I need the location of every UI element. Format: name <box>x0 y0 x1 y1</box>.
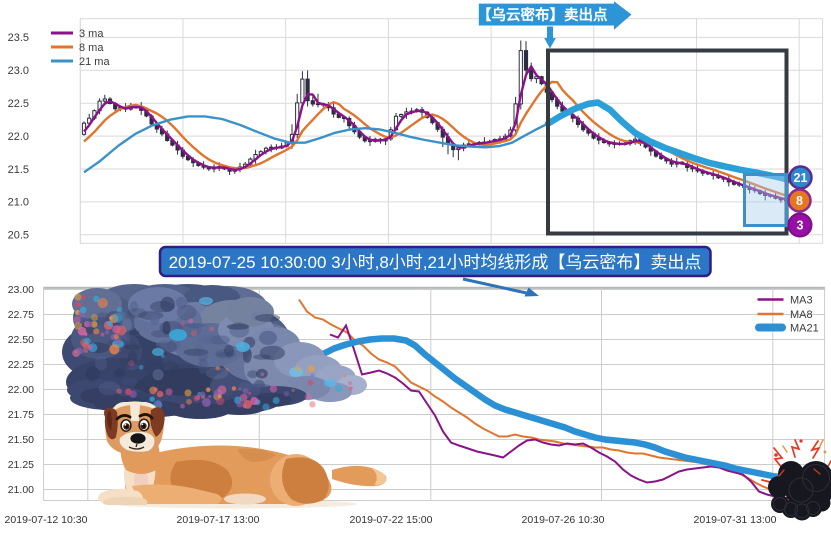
svg-text:2019-07-26 10:30: 2019-07-26 10:30 <box>522 514 605 526</box>
svg-text:2019-07-22 15:00: 2019-07-22 15:00 <box>350 514 433 526</box>
svg-text:21.0: 21.0 <box>8 197 29 209</box>
svg-text:2019-07-31 13:00: 2019-07-31 13:00 <box>694 514 777 526</box>
svg-text:21: 21 <box>794 171 808 185</box>
svg-text:21.00: 21.00 <box>8 484 34 496</box>
svg-text:3: 3 <box>797 219 804 233</box>
svg-text:MA21: MA21 <box>790 323 819 335</box>
svg-text:2019-07-17 13:00: 2019-07-17 13:00 <box>177 514 260 526</box>
svg-text:8: 8 <box>796 194 803 208</box>
svg-text:20.5: 20.5 <box>8 230 29 242</box>
svg-text:23.00: 23.00 <box>8 284 34 296</box>
svg-text:【乌云密布】卖出点: 【乌云密布】卖出点 <box>477 6 608 24</box>
svg-text:22.25: 22.25 <box>8 359 34 371</box>
svg-text:22.75: 22.75 <box>8 309 34 321</box>
svg-text:22.00: 22.00 <box>8 384 34 396</box>
svg-text:2019-07-12 10:30: 2019-07-12 10:30 <box>5 514 88 526</box>
svg-text:22.50: 22.50 <box>8 334 34 346</box>
svg-text:MA8: MA8 <box>790 309 813 321</box>
svg-text:3 ma: 3 ma <box>79 28 104 40</box>
svg-text:21 ma: 21 ma <box>79 56 110 68</box>
svg-text:8 ma: 8 ma <box>79 42 104 54</box>
svg-text:21.25: 21.25 <box>8 459 34 471</box>
svg-text:23.5: 23.5 <box>8 32 29 44</box>
svg-text:22.5: 22.5 <box>8 98 29 110</box>
svg-text:21.50: 21.50 <box>8 434 34 446</box>
svg-text:21.75: 21.75 <box>8 409 34 421</box>
svg-text:21.5: 21.5 <box>8 164 29 176</box>
svg-text:MA3: MA3 <box>790 295 813 307</box>
svg-text:2019-07-25 10:30:00 3小时,8小时,21: 2019-07-25 10:30:00 3小时,8小时,21小时均线形成【乌云密… <box>169 253 702 272</box>
svg-text:23.0: 23.0 <box>8 65 29 77</box>
svg-text:22.0: 22.0 <box>8 131 29 143</box>
